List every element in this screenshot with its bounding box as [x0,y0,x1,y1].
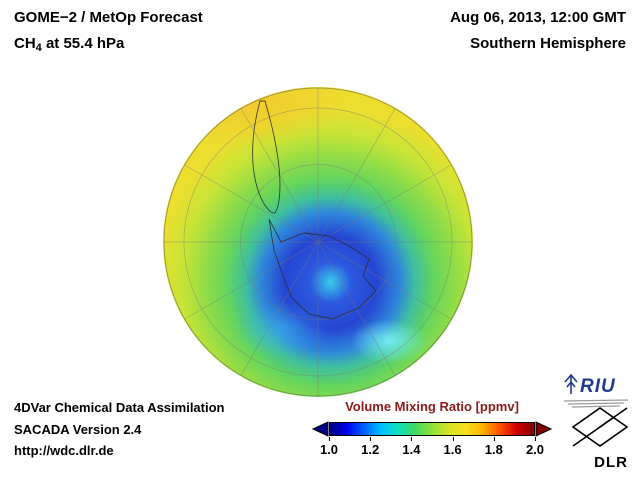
riu-logo: RIU [562,372,632,414]
colorbar-tick-label: 1.0 [319,437,339,457]
date-label: Aug 06, 2013, 12:00 GMT [450,9,626,26]
header-right: Aug 06, 2013, 12:00 GMT Southern Hemisph… [450,10,626,62]
colorbar-tick-label: 1.8 [484,437,503,457]
colorbar-arrow-right [535,421,552,437]
colorbar-title: Volume Mixing Ratio [ppmv] [345,399,519,414]
colorbar-tick-label: 1.2 [361,437,380,457]
graticule [164,88,472,396]
globe-rim [163,87,473,397]
colorbar: Volume Mixing Ratio [ppmv] 1.0 1.2 1.4 1.6 1… [312,399,552,457]
colorbar-tick-label: 2.0 [525,437,545,457]
coastline-africa [420,94,463,140]
plot-subtitle: CH4 at 55.4 hPa [14,36,203,54]
pressure-level-label: at 55.4 hPa [41,35,125,52]
dlr-logo-text: DLR [594,454,628,471]
dlr-logo: DLR [568,406,632,471]
website-url: http://wdc.dlr.de [14,443,114,458]
globe-map-overlay [163,87,473,397]
colorbar-tick-label: 1.6 [443,437,462,457]
riu-logo-row: RIU [562,372,632,396]
dlr-logo-icon [571,407,629,447]
version-label: SACADA Version 2.4 [14,421,142,437]
coastline-south-america [252,100,281,214]
header-left: GOME−2 / MetOp Forecast CH4 at 55.4 hPa [14,10,203,65]
plot-title: GOME−2 / MetOp Forecast [14,9,203,26]
riu-antenna-icon [564,373,578,394]
species-label: CH [14,35,36,52]
assimilation-label: 4DVar Chemical Data Assimilation [14,400,225,415]
hemisphere-label: Southern Hemisphere [470,35,626,52]
colorbar-arrow-left [312,421,329,437]
colorbar-ticks: 1.0 1.2 1.4 1.6 1.8 2.0 [320,437,544,457]
coastline-antarctica [268,218,377,320]
colorbar-tick-label: 1.4 [402,437,421,457]
species-subscript: 4 [35,42,42,54]
riu-hatch-lines [563,399,629,408]
riu-logo-text: RIU [580,376,616,397]
colorbar-row [312,421,552,437]
footer-credits: 4DVar Chemical Data Assimilation SACADA … [14,401,225,466]
colorbar-bar [329,422,535,436]
